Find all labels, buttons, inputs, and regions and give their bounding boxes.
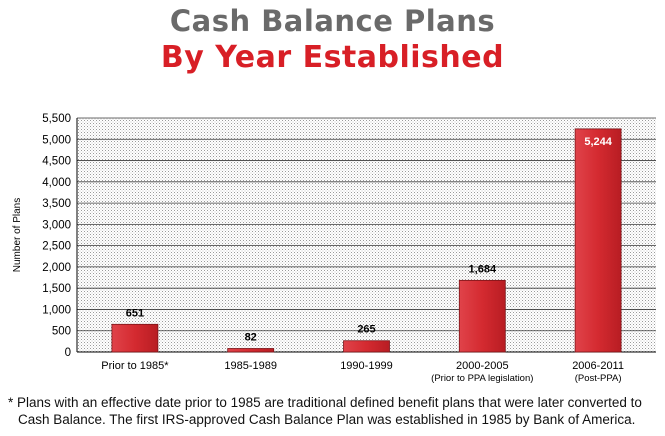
bar	[343, 340, 390, 353]
footnote-line-1: * Plans with an effective date prior to …	[8, 395, 642, 410]
y-tick-label: 0	[65, 347, 71, 359]
y-tick-label: 2,500	[42, 241, 71, 253]
x-tick-sublabel: (Post-PPA)	[575, 373, 622, 384]
footnote-line-2: Cash Balance. The first IRS-approved Cas…	[18, 412, 636, 427]
y-tick-label: 2,000	[42, 262, 71, 274]
y-tick-label: 5,500	[42, 113, 71, 125]
y-tick-label: 4,000	[42, 177, 71, 189]
data-label: 651	[126, 307, 144, 319]
x-tick-label: 1990-1999	[340, 360, 393, 372]
x-tick-label: 2006-2011	[572, 360, 624, 372]
plot-area	[77, 118, 656, 352]
bar	[227, 348, 275, 353]
data-label: 1,684	[469, 263, 497, 275]
chart-title: Cash Balance Plans	[169, 4, 496, 38]
chart-subtitle: By Year Established	[160, 40, 505, 75]
x-tick-label: 2000-2005	[456, 360, 509, 372]
y-tick-label: 5,000	[42, 134, 71, 146]
y-tick-label: 3,500	[42, 198, 71, 210]
x-tick-label: 1985-1989	[224, 360, 277, 372]
data-label: 5,244	[584, 136, 612, 148]
bar-chart: 0 500 1,000 1,500 2,000 2,500 3,000 3,500 4,000 4…	[12, 113, 656, 384]
bar	[111, 323, 159, 353]
footnote: * Plans with an effective date prior to …	[8, 394, 660, 428]
data-label: 265	[357, 324, 375, 336]
y-tick-label: 3,000	[42, 219, 71, 231]
x-tick-sublabel: (Prior to PPA legislation)	[431, 373, 533, 384]
bar	[574, 128, 622, 353]
y-tick-label: 500	[52, 326, 71, 338]
x-tick-label: Prior to 1985*	[101, 360, 169, 372]
y-tick-label: 1,500	[42, 283, 71, 295]
data-label: 82	[245, 332, 257, 344]
y-axis-label: Number of Plans	[12, 198, 23, 272]
y-tick-label: 1,000	[42, 304, 71, 316]
y-tick-label: 4,500	[42, 156, 71, 168]
bar	[458, 279, 506, 353]
